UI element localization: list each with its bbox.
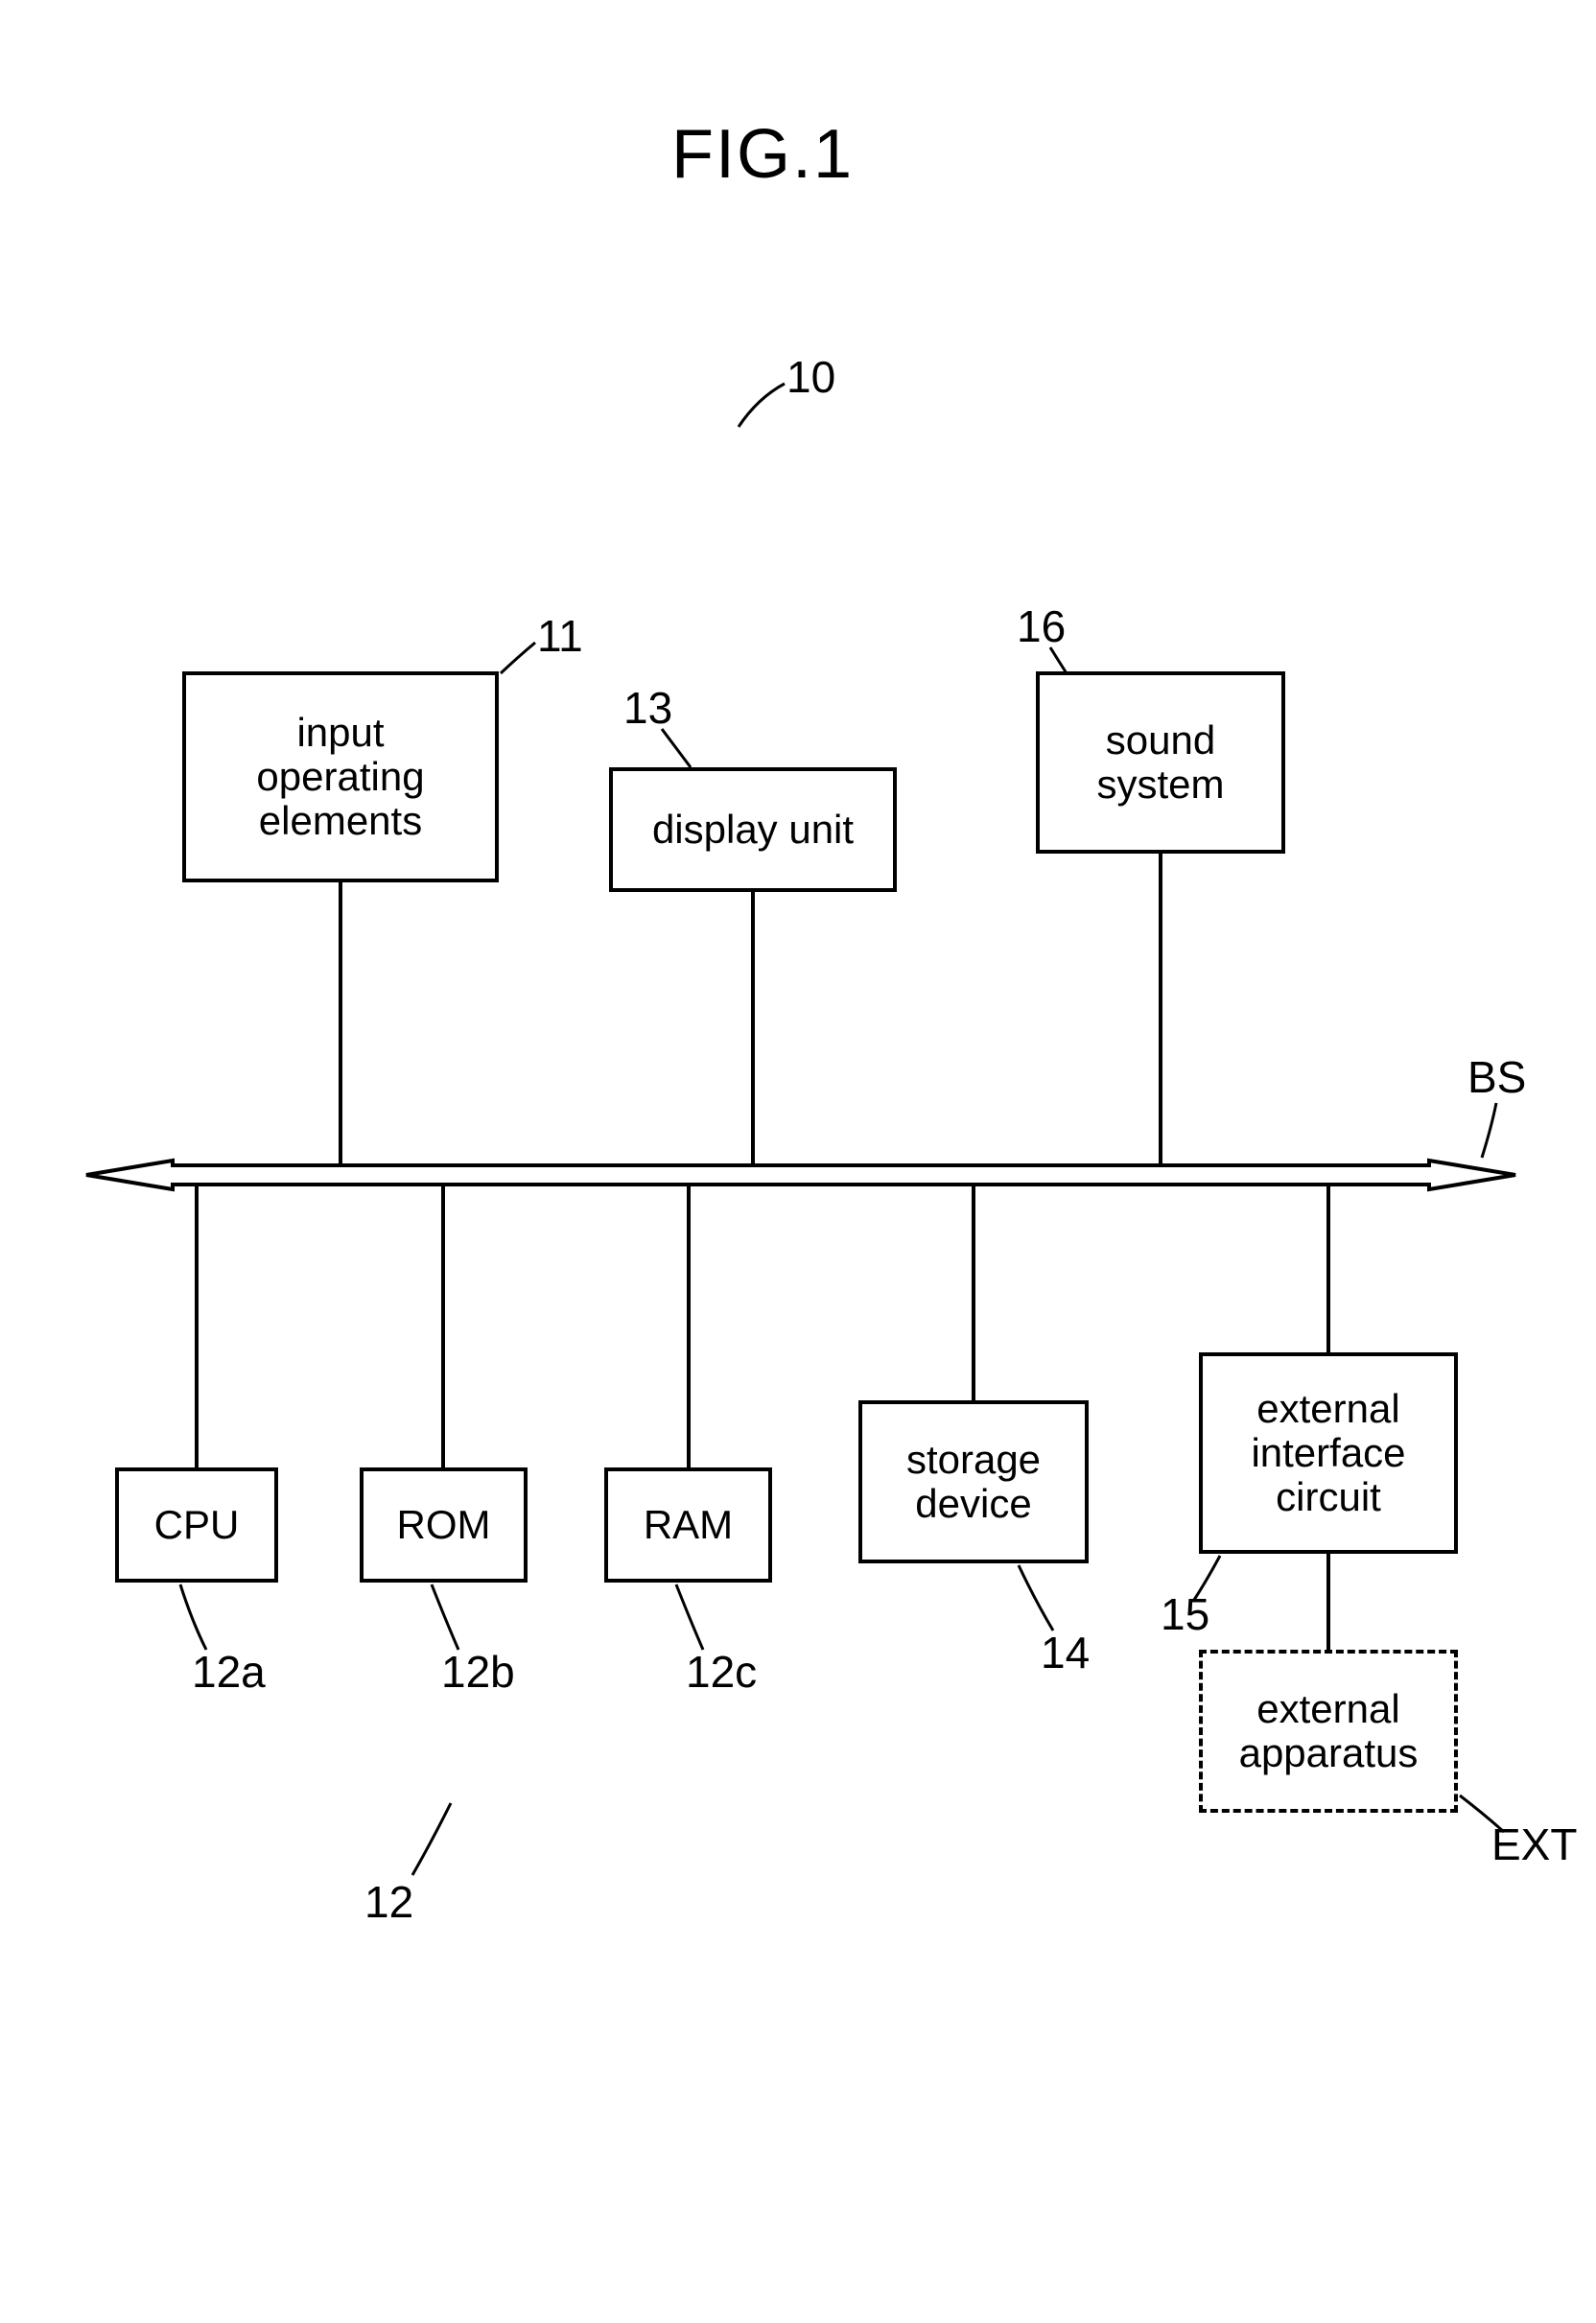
leader-ext bbox=[0, 0, 1596, 2323]
diagram-canvas: FIG.1 10 12 BS input operating elements … bbox=[0, 0, 1596, 2323]
